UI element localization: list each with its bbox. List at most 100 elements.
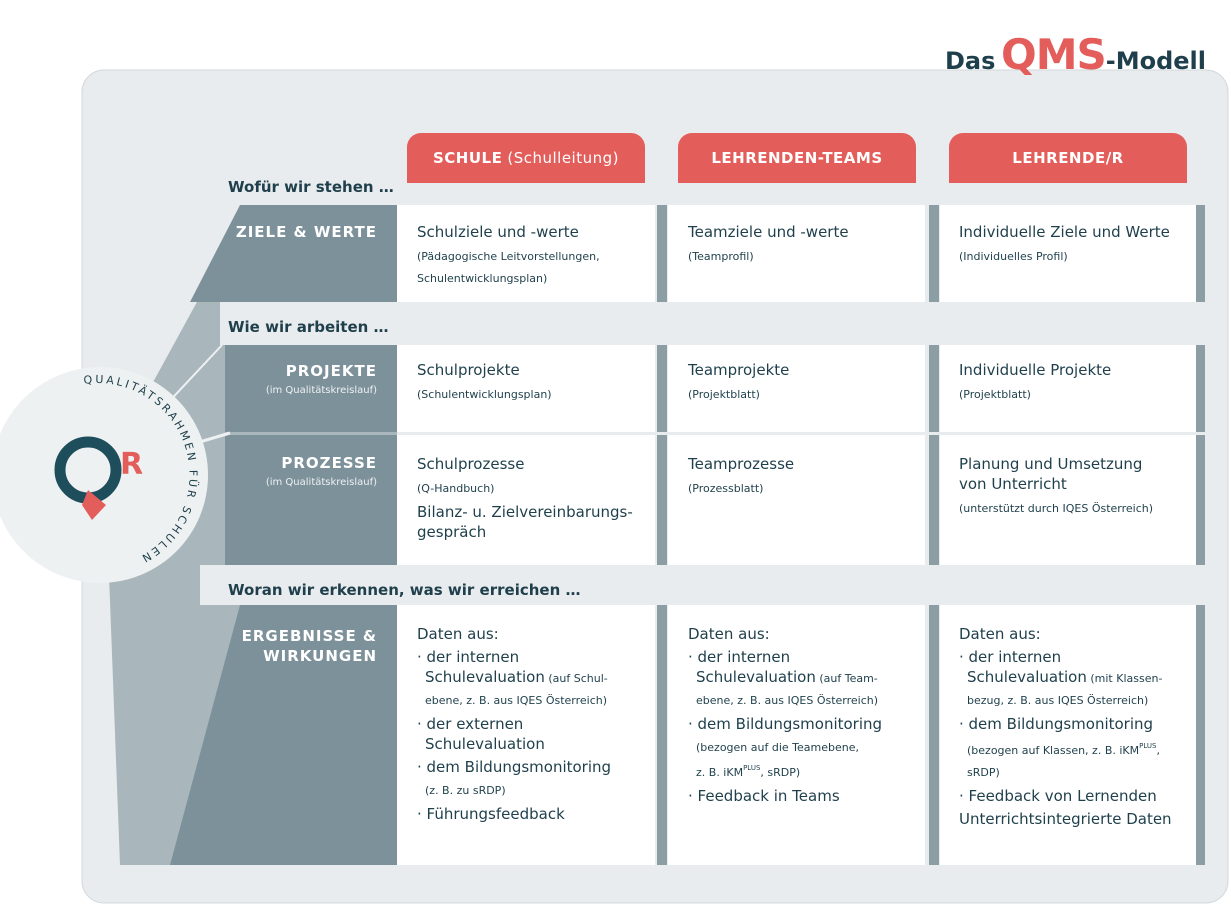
cell-block: Daten aus: xyxy=(959,624,1209,644)
column-header: SCHULE (Schulleitung) xyxy=(407,133,645,183)
divider xyxy=(1196,205,1205,302)
cell-text: Daten aus: xyxy=(417,625,499,643)
row-label-box xyxy=(225,435,397,565)
row-label-box xyxy=(190,205,397,302)
cell-block: (Q-Handbuch) xyxy=(417,477,667,499)
cell-text: · der internen Schulevaluation xyxy=(959,648,1087,686)
cell-bg xyxy=(668,605,925,865)
title: Das QMS-Modell xyxy=(945,30,1206,79)
divider xyxy=(929,205,939,302)
column-label: SCHULE xyxy=(433,149,503,167)
divider xyxy=(657,435,667,565)
cell-block: Schulziele und -werte xyxy=(417,222,667,242)
cell-block: (Projektblatt) xyxy=(959,383,1209,405)
cell-text: (z. B. zu sRDP) xyxy=(425,784,506,797)
cell-text: , sRDP) xyxy=(760,766,801,779)
cell-bg xyxy=(940,435,1196,565)
divider xyxy=(657,345,667,432)
title-prefix: Das xyxy=(945,47,996,75)
cell-block: (Individuelles Profil) xyxy=(959,245,1209,267)
cell-block: Schulprozesse xyxy=(417,454,667,474)
cell-text: (Projektblatt) xyxy=(688,388,760,401)
cell-bg xyxy=(668,345,925,432)
cell-block: (Schulentwicklungsplan) xyxy=(417,383,667,405)
cell-backgrounds xyxy=(397,205,1205,865)
cell-text: (bezogen auf Klassen, z. B. iKM xyxy=(967,744,1140,757)
cell: Schulprojekte (Schulentwicklungsplan) xyxy=(417,360,667,408)
section-heading: Wofür wir stehen … xyxy=(228,178,394,196)
cell: Teamziele und -werte (Teamprofil) xyxy=(688,222,938,270)
cell: Schulprozesse (Q-Handbuch) Bilanz- u. Ziel… xyxy=(417,454,667,545)
cell-bg xyxy=(940,345,1196,432)
section-band xyxy=(220,302,1205,345)
cell-text: Teamprojekte xyxy=(688,361,790,379)
cell-text: (Individuelles Profil) xyxy=(959,250,1068,263)
divider xyxy=(1196,605,1205,865)
logo-letter: R xyxy=(120,447,143,482)
row-label-box xyxy=(170,605,397,865)
cell-block: (Teamprofil) xyxy=(688,245,938,267)
cell-text: (bezogen auf die Teamebene, z. B. iKM xyxy=(696,741,859,779)
column-label: LEHRENDEN-TEAMS xyxy=(711,149,883,167)
cell: Teamprozesse (Prozessblatt) xyxy=(688,454,938,502)
cell-text: (Schulentwicklungsplan) xyxy=(417,388,552,401)
cell-text: · Feedback in Teams xyxy=(688,787,840,805)
cell-text: Schulprojekte xyxy=(417,361,520,379)
cell-block: Teamziele und -werte xyxy=(688,222,938,242)
cell-text: Schulprozesse xyxy=(417,455,525,473)
divider xyxy=(1196,435,1205,565)
divider xyxy=(929,435,939,565)
cell-text: Daten aus: xyxy=(959,625,1041,643)
cell-text: · der internen Schulevaluation xyxy=(688,648,816,686)
divider xyxy=(929,605,939,865)
cell-text: · dem Bildungsmonitoring xyxy=(417,758,612,776)
cell-text: Planung und Umsetzung von Unterricht xyxy=(959,455,1143,493)
cell-text: Unterrichtsintegrierte Daten xyxy=(959,810,1172,828)
cell-bg xyxy=(668,205,925,302)
section-band xyxy=(200,565,1205,605)
row-label: ERGEBNISSE & WIRKUNGEN xyxy=(241,627,377,665)
cell-text: Teamziele und -werte xyxy=(688,223,849,241)
cell: Planung und Umsetzung von Unterricht (unt… xyxy=(959,454,1209,522)
cell-text: Individuelle Projekte xyxy=(959,361,1112,379)
cell-bg xyxy=(668,435,925,565)
row-sub: (im Qualitätskreislauf) xyxy=(265,385,377,396)
divider xyxy=(1196,345,1205,432)
divider xyxy=(929,345,939,432)
circle xyxy=(0,367,208,583)
cell-block: Teamprojekte xyxy=(688,360,938,380)
cell: Daten aus: · der internen Schulevaluation… xyxy=(417,624,667,827)
cell: Teamprojekte (Projektblatt) xyxy=(688,360,938,408)
cell-block: · Feedback von Lernenden xyxy=(959,786,1209,806)
cell-text: · der externen Schulevaluation xyxy=(417,715,545,753)
divider xyxy=(657,605,667,865)
title-suffix: -Modell xyxy=(1105,47,1206,75)
row-label: ZIELE & WERTE xyxy=(235,223,377,241)
cell-block: Daten aus: xyxy=(688,624,938,644)
cell-bg xyxy=(397,605,655,865)
cell: Individuelle Ziele und Werte (Individuell… xyxy=(959,222,1209,270)
cell-text: PLUS xyxy=(743,764,761,772)
cell-bg xyxy=(397,205,655,302)
cell-block: · Führungsfeedback xyxy=(417,804,667,824)
row-sub: (im Qualitätskreislauf) xyxy=(265,477,377,488)
cell-text: Teamprozesse xyxy=(688,455,795,473)
cell-text: (Pädagogische Leitvorstellungen, Schulen… xyxy=(417,250,600,285)
cell-block: (Pädagogische Leitvorstellungen, Schulen… xyxy=(417,245,667,289)
cell-text: Daten aus: xyxy=(688,625,770,643)
cell-block: Daten aus: xyxy=(417,624,667,644)
cell-text: (Prozessblatt) xyxy=(688,482,764,495)
row-label-box xyxy=(225,345,397,432)
title-brand: QMS xyxy=(1000,30,1107,79)
cell-text: Bilanz- u. Zielvereinbarungs- gespräch xyxy=(417,503,633,541)
cell-text: · Feedback von Lernenden xyxy=(959,787,1157,805)
cell-bg xyxy=(397,345,655,432)
cell-block: (Prozessblatt) xyxy=(688,477,938,499)
cell-block: · der externen Schulevaluation xyxy=(417,714,667,754)
cell-text: (auf Schul- ebene, z. B. aus IQES Österr… xyxy=(425,672,608,707)
cell-text: (Teamprofil) xyxy=(688,250,754,263)
cell-text: (Q-Handbuch) xyxy=(417,482,495,495)
cell-block: · der internen Schulevaluation (auf Schu… xyxy=(417,647,667,711)
column-sub: (Schulleitung) xyxy=(507,149,619,167)
